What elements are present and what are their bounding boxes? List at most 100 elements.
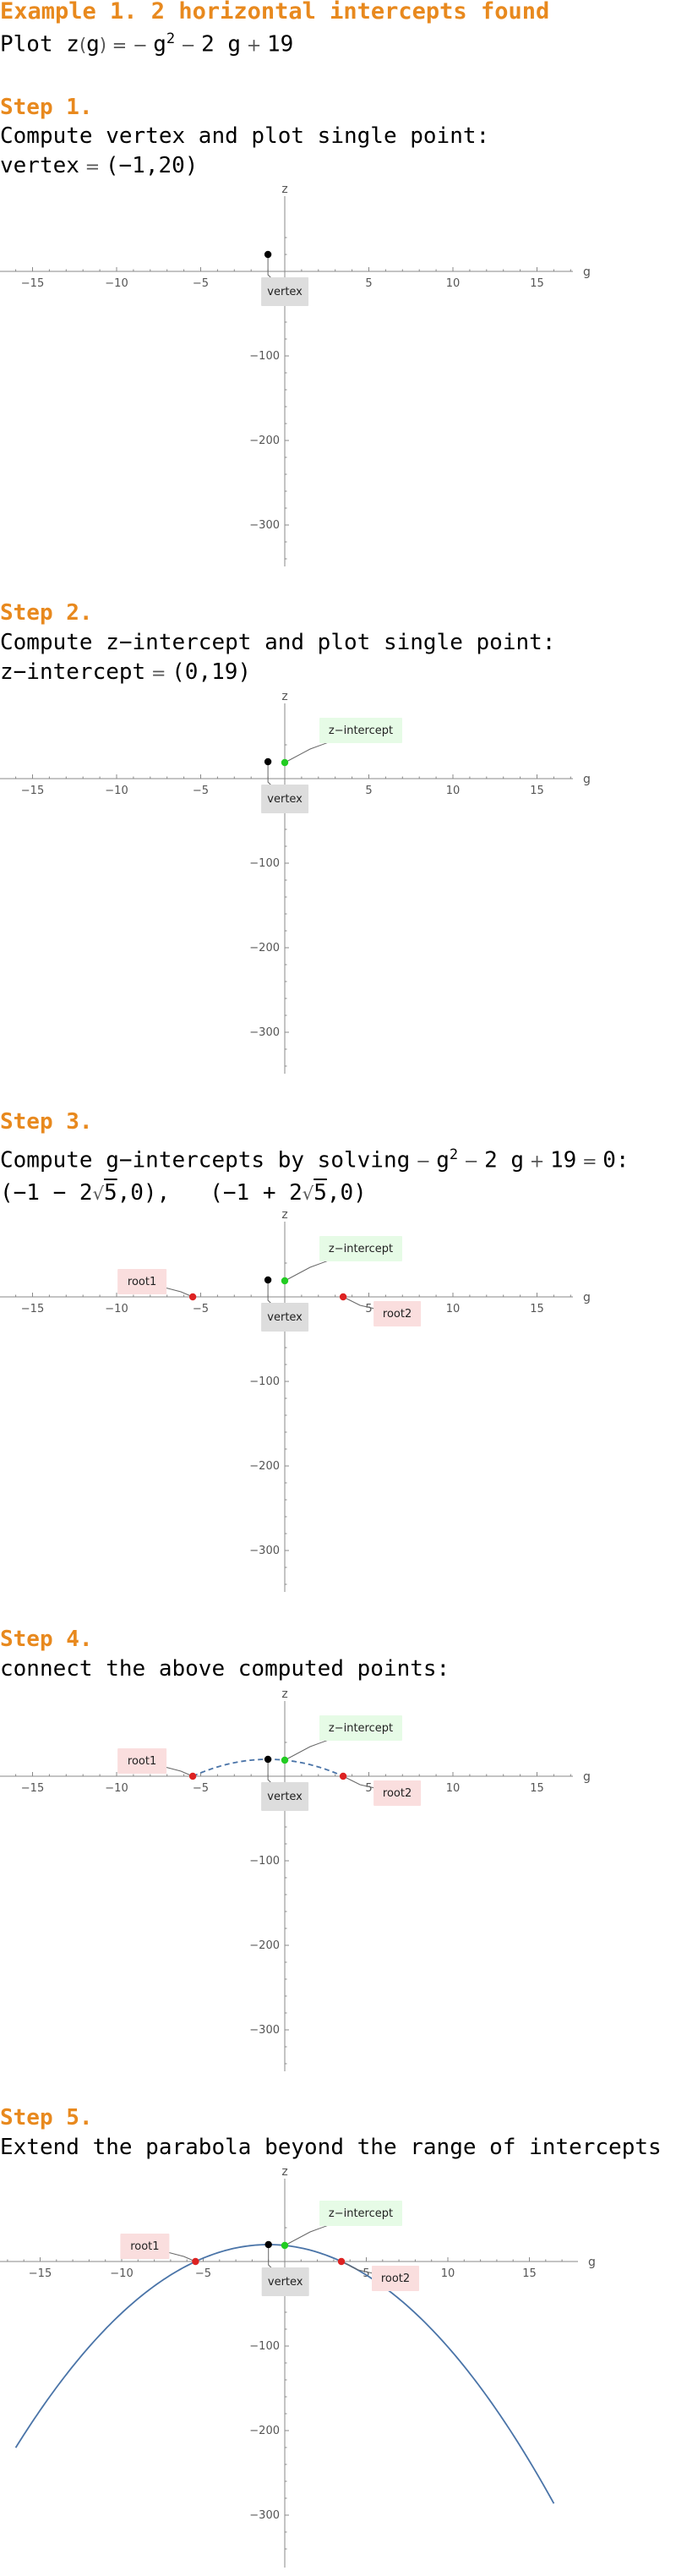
x-axis-label: g xyxy=(588,2256,596,2269)
step-3-text-e: 0: xyxy=(602,1147,630,1173)
step-5-text: Extend the parabola beyond the range of … xyxy=(0,2135,662,2160)
x-tick-label: −5 xyxy=(193,1782,209,1795)
y-tick-label: −200 xyxy=(249,1939,280,1952)
plot-function-line: Plot z(g) = − g2 − 2 g + 19 xyxy=(0,30,294,57)
x-tick-label: 5 xyxy=(365,785,372,797)
root1-label-box xyxy=(120,2234,170,2259)
step-2-text: Compute z−intercept and plot single poin… xyxy=(0,630,556,655)
step-1-result: vertex = (−1,20) xyxy=(0,153,199,178)
root-1-a: (−1 − 2 xyxy=(0,1180,93,1206)
y-tick-label: −300 xyxy=(249,1026,280,1039)
root1-point xyxy=(188,1772,197,1780)
chart-step-2: −15 −10 −5 5 10 15 −100 −200 −300 g z vertex z−inter… xyxy=(0,690,592,1084)
y-axis-label: z xyxy=(281,1687,287,1701)
x-tick-label: 10 xyxy=(446,277,461,290)
func-term-1: g xyxy=(153,31,166,57)
root-2-a: (−1 + 2 xyxy=(210,1180,303,1206)
vertex-label: vertex xyxy=(267,286,303,298)
y-tick-label: −300 xyxy=(249,2509,280,2522)
y-tick-label: −100 xyxy=(249,1855,280,1868)
chart-step-5: −15 −10 −5 5 10 15 −100 −200 −300 g z vertex z−inter… xyxy=(0,2165,596,2576)
y-tick-label: −100 xyxy=(249,1376,280,1388)
x-axis-label: g xyxy=(583,265,591,279)
z-intercept-point xyxy=(281,1277,289,1285)
z-intercept-point xyxy=(281,758,289,767)
y-tick-label: −100 xyxy=(249,350,280,363)
vertex-label-box xyxy=(261,785,309,813)
vertex-label: vertex xyxy=(267,1791,303,1803)
x-tick-label: −10 xyxy=(105,1303,128,1315)
root-1-radicand: 5 xyxy=(103,1180,117,1206)
root2-label-box xyxy=(373,1301,422,1326)
chart-step-1: −15 −10 −5 5 10 15 −100 −200 −300 g z vertex xyxy=(0,183,592,577)
x-tick-label: −10 xyxy=(105,277,128,290)
root1-label: root1 xyxy=(128,1276,156,1288)
vertex-point xyxy=(264,757,272,766)
step-4-text: connect the above computed points: xyxy=(0,1656,450,1682)
root1-point xyxy=(192,2257,199,2266)
x-tick-label: 15 xyxy=(522,2267,537,2280)
root1-point xyxy=(188,1293,197,1301)
step-2-heading: Step 2. xyxy=(0,600,93,626)
step-4-heading: Step 4. xyxy=(0,1627,93,1652)
vertex-label: vertex xyxy=(267,1311,303,1324)
z-intercept-label-box xyxy=(319,1236,402,1261)
x-tick-label: 5 xyxy=(365,277,372,290)
func-arg: g xyxy=(86,31,100,57)
func-exponent: 2 xyxy=(166,30,176,47)
z-intercept-label-box xyxy=(319,718,402,743)
vertex-label-box xyxy=(261,277,309,306)
chart-3-plot-area: −15 −10 −5 5 10 15 −100 −200 −300 g z vertex z−inter… xyxy=(0,1208,591,1592)
y-axis-label: z xyxy=(281,1208,287,1222)
y-tick-label: −300 xyxy=(249,519,280,532)
z-intercept-point xyxy=(281,1756,289,1764)
x-tick-label: 10 xyxy=(441,2267,455,2280)
x-tick-label: 5 xyxy=(365,1782,372,1795)
step-3-text: Compute g−intercepts by solving − g2 − 2… xyxy=(0,1146,630,1173)
y-tick-label: −200 xyxy=(249,1460,280,1473)
x-tick-label: 10 xyxy=(446,1303,461,1315)
step-3-roots: (−1 − 2√5,0), (−1 + 2√5,0) xyxy=(0,1180,367,1206)
chart-1-plot-area: −15 −10 −5 5 10 15 −100 −200 −300 g z vertex xyxy=(0,183,591,566)
x-tick-label: −15 xyxy=(21,277,44,290)
chart-5-plot-area: −15 −10 −5 5 10 15 −100 −200 −300 g z vertex z−inter… xyxy=(0,2165,596,2568)
y-axis-label: z xyxy=(281,690,287,703)
z-intercept-label: z−intercept xyxy=(329,1243,393,1255)
root1-label-box xyxy=(117,1748,167,1774)
vertex-label-box xyxy=(261,1782,309,1811)
y-tick-label: −100 xyxy=(249,2340,280,2353)
step-3-exponent: 2 xyxy=(449,1146,459,1163)
x-tick-label: 10 xyxy=(446,1782,461,1795)
step-3-text-c: 2 g xyxy=(484,1147,525,1173)
root2-point xyxy=(337,2257,346,2266)
x-tick-label: 15 xyxy=(530,277,544,290)
root2-point xyxy=(339,1293,347,1301)
x-tick-label: 15 xyxy=(530,785,544,797)
x-tick-label: −5 xyxy=(193,277,209,290)
x-tick-label: −5 xyxy=(195,2267,211,2280)
step-5-heading: Step 5. xyxy=(0,2105,93,2130)
x-tick-label: −15 xyxy=(21,1303,44,1315)
x-tick-label: −15 xyxy=(29,2267,52,2280)
vertex-result-label: vertex xyxy=(0,153,79,178)
root2-label: root2 xyxy=(383,1308,412,1321)
x-axis-label: g xyxy=(583,773,591,786)
x-axis-label: g xyxy=(583,1770,591,1784)
z-intercept-point xyxy=(281,2241,289,2250)
zint-result-value: (0,19) xyxy=(172,659,252,685)
root-2-radicand: 5 xyxy=(313,1180,327,1206)
step-3-text-d: 19 xyxy=(550,1147,577,1173)
root2-label-box xyxy=(373,1780,422,1806)
root2-label: root2 xyxy=(383,1787,412,1800)
vertex-point xyxy=(264,250,272,259)
func-term-2: 2 g xyxy=(201,31,242,57)
y-tick-label: −200 xyxy=(249,435,280,447)
x-tick-label: 5 xyxy=(363,2267,369,2280)
x-tick-label: −10 xyxy=(105,1782,128,1795)
z-intercept-label-box xyxy=(319,2201,402,2226)
x-tick-label: −10 xyxy=(110,2267,133,2280)
step-1-text: Compute vertex and plot single point: xyxy=(0,123,490,149)
y-tick-label: −200 xyxy=(249,2425,280,2437)
vertex-label-box xyxy=(261,2267,309,2296)
root1-label: root1 xyxy=(128,1755,156,1768)
